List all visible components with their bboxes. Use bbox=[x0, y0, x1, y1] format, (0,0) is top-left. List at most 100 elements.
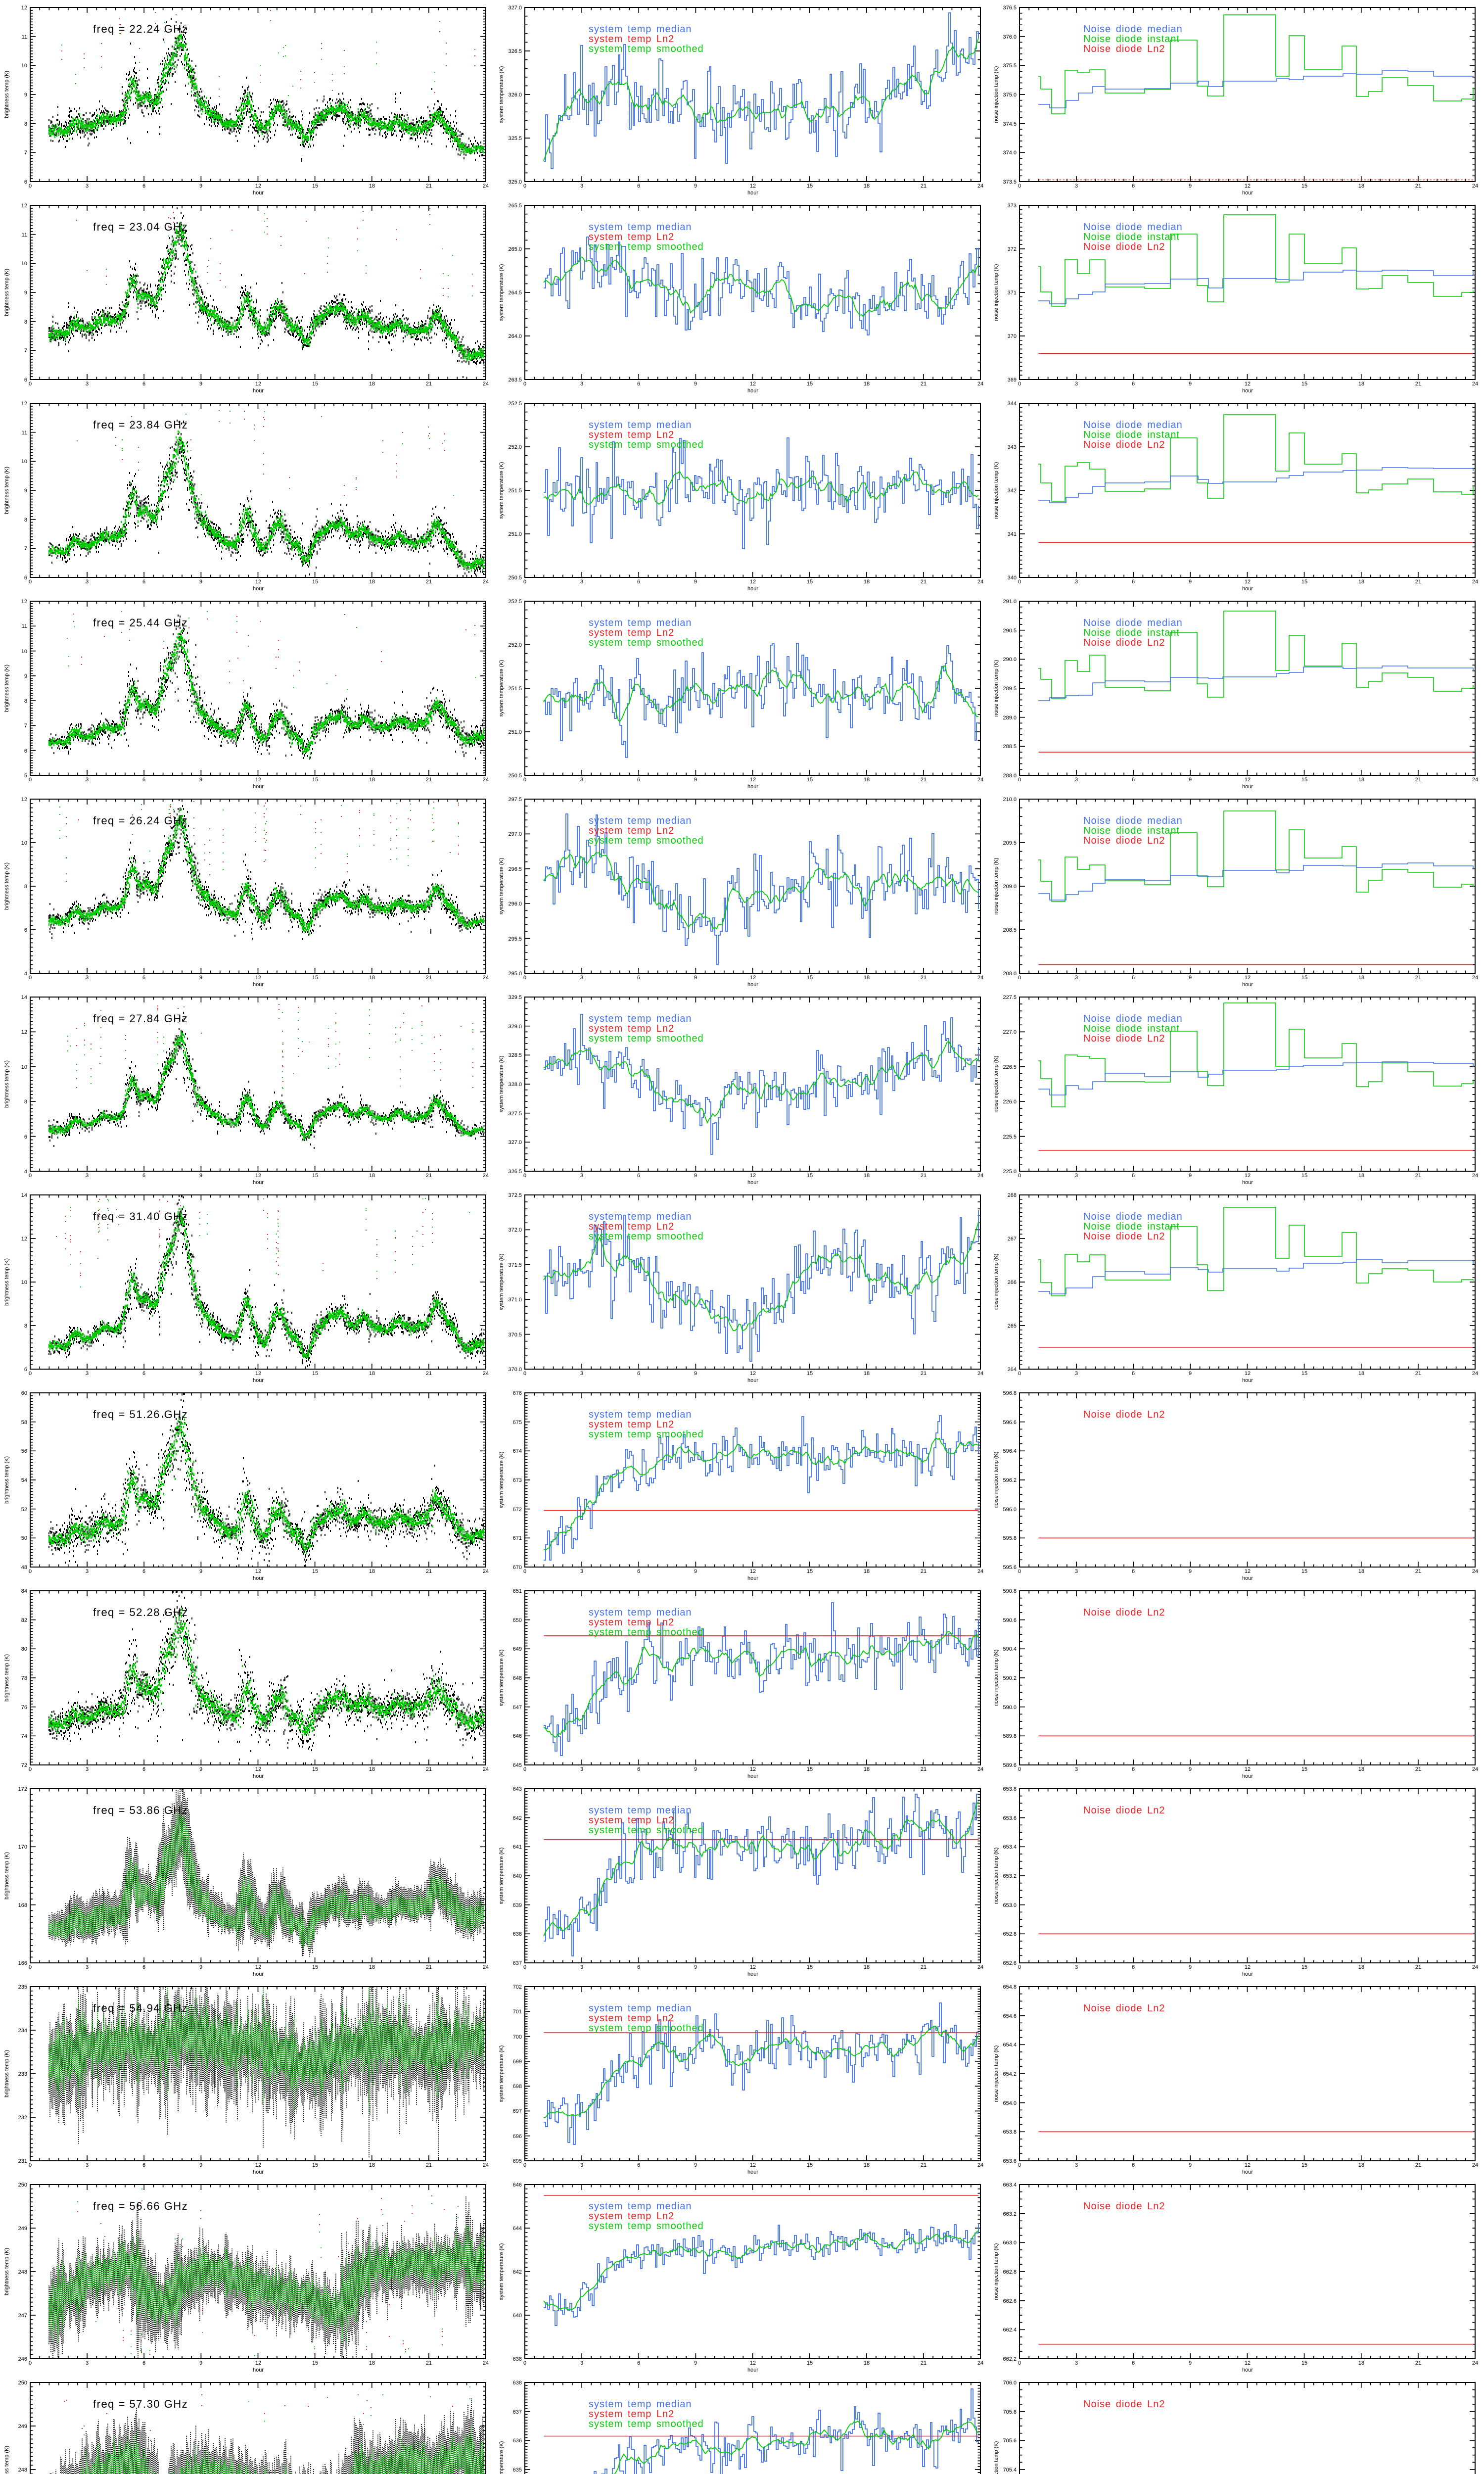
svg-text:24: 24 bbox=[483, 777, 489, 783]
svg-text:system temp median: system temp median bbox=[589, 2399, 692, 2410]
svg-text:18: 18 bbox=[1358, 777, 1364, 783]
svg-text:697: 697 bbox=[513, 2108, 522, 2114]
svg-text:system temp Ln2: system temp Ln2 bbox=[589, 2013, 674, 2024]
svg-text:76: 76 bbox=[21, 1705, 27, 1711]
svg-text:15: 15 bbox=[312, 1569, 318, 1574]
svg-text:252.0: 252.0 bbox=[508, 642, 522, 648]
svg-text:12: 12 bbox=[750, 975, 756, 981]
svg-text:hour: hour bbox=[747, 1378, 758, 1383]
svg-text:3: 3 bbox=[580, 1766, 583, 1772]
svg-text:15: 15 bbox=[1301, 381, 1307, 387]
svg-text:24: 24 bbox=[483, 1766, 489, 1772]
svg-text:21: 21 bbox=[1415, 1569, 1421, 1574]
svg-text:373: 373 bbox=[1008, 203, 1017, 209]
svg-text:9: 9 bbox=[199, 1371, 202, 1377]
svg-text:653.0: 653.0 bbox=[1003, 1903, 1017, 1908]
svg-text:system temperature (K): system temperature (K) bbox=[499, 1452, 505, 1509]
svg-text:0: 0 bbox=[1018, 2360, 1021, 2366]
svg-text:641: 641 bbox=[513, 1844, 522, 1850]
svg-text:265.5: 265.5 bbox=[508, 203, 522, 209]
svg-text:0: 0 bbox=[523, 2162, 526, 2168]
svg-text:3: 3 bbox=[86, 975, 89, 981]
svg-text:3: 3 bbox=[86, 1964, 89, 1970]
svg-text:9: 9 bbox=[1189, 1173, 1192, 1179]
svg-text:noise injection temp (K): noise injection temp (K) bbox=[993, 660, 999, 717]
svg-text:12: 12 bbox=[750, 1569, 756, 1574]
svg-text:7: 7 bbox=[24, 546, 27, 552]
svg-text:247: 247 bbox=[18, 2313, 27, 2319]
svg-text:9: 9 bbox=[694, 2360, 697, 2366]
svg-text:15: 15 bbox=[1301, 2162, 1307, 2168]
svg-text:208.5: 208.5 bbox=[1003, 927, 1017, 933]
svg-text:9: 9 bbox=[1189, 2360, 1192, 2366]
svg-text:7: 7 bbox=[24, 348, 27, 354]
svg-text:15: 15 bbox=[1301, 1173, 1307, 1179]
svg-text:hour: hour bbox=[747, 784, 758, 790]
svg-text:hour: hour bbox=[1242, 1180, 1253, 1186]
svg-text:Noise diode Ln2: Noise diode Ln2 bbox=[1083, 2201, 1165, 2212]
svg-text:system temp smoothed: system temp smoothed bbox=[589, 1231, 704, 1242]
svg-text:7: 7 bbox=[24, 723, 27, 729]
svg-text:12: 12 bbox=[750, 1766, 756, 1772]
svg-text:freq = 22.24 GHz: freq = 22.24 GHz bbox=[93, 23, 188, 35]
svg-text:264: 264 bbox=[1008, 1367, 1017, 1373]
svg-text:24: 24 bbox=[483, 975, 489, 981]
svg-text:24: 24 bbox=[483, 2360, 489, 2366]
svg-text:system temperature (K): system temperature (K) bbox=[499, 858, 505, 915]
svg-text:3: 3 bbox=[1075, 2162, 1078, 2168]
svg-text:290.0: 290.0 bbox=[1003, 657, 1017, 663]
svg-text:18: 18 bbox=[1358, 2360, 1364, 2366]
svg-text:15: 15 bbox=[312, 579, 318, 585]
svg-text:6: 6 bbox=[637, 2162, 640, 2168]
svg-text:9: 9 bbox=[694, 1371, 697, 1377]
svg-text:6: 6 bbox=[1132, 1569, 1135, 1574]
svg-text:15: 15 bbox=[1301, 183, 1307, 189]
svg-text:3: 3 bbox=[580, 2162, 583, 2168]
svg-text:21: 21 bbox=[1415, 183, 1421, 189]
svg-text:freq = 26.24 GHz: freq = 26.24 GHz bbox=[93, 814, 188, 827]
svg-text:249: 249 bbox=[18, 2226, 27, 2232]
svg-text:9: 9 bbox=[199, 1964, 202, 1970]
svg-text:0: 0 bbox=[523, 1173, 526, 1179]
svg-text:635: 635 bbox=[513, 2467, 522, 2473]
svg-text:9: 9 bbox=[1189, 2162, 1192, 2168]
svg-text:21: 21 bbox=[1415, 2162, 1421, 2168]
svg-text:252.5: 252.5 bbox=[508, 401, 522, 407]
svg-text:system temp median: system temp median bbox=[589, 420, 692, 430]
svg-text:6: 6 bbox=[637, 1173, 640, 1179]
svg-text:0: 0 bbox=[29, 777, 32, 783]
svg-text:705.4: 705.4 bbox=[1003, 2467, 1017, 2473]
svg-text:15: 15 bbox=[807, 1173, 813, 1179]
svg-text:652.6: 652.6 bbox=[1003, 1960, 1017, 1966]
svg-text:18: 18 bbox=[1358, 381, 1364, 387]
svg-text:hour: hour bbox=[253, 190, 264, 196]
svg-text:590.0: 590.0 bbox=[1003, 1705, 1017, 1711]
svg-text:hour: hour bbox=[1242, 2169, 1253, 2175]
svg-text:hour: hour bbox=[747, 586, 758, 592]
svg-text:370.5: 370.5 bbox=[508, 1332, 522, 1338]
svg-text:noise injection temp (K): noise injection temp (K) bbox=[993, 2243, 999, 2300]
svg-text:hour: hour bbox=[1242, 586, 1253, 592]
svg-text:21: 21 bbox=[426, 381, 432, 387]
svg-text:297.0: 297.0 bbox=[508, 831, 522, 837]
svg-text:15: 15 bbox=[1301, 2360, 1307, 2366]
svg-text:system temp median: system temp median bbox=[589, 222, 692, 233]
svg-text:296.0: 296.0 bbox=[508, 901, 522, 907]
svg-text:700: 700 bbox=[513, 2034, 522, 2040]
svg-text:18: 18 bbox=[369, 1766, 375, 1772]
svg-text:0: 0 bbox=[29, 1964, 32, 1970]
svg-text:650: 650 bbox=[513, 1618, 522, 1623]
svg-text:system temp Ln2: system temp Ln2 bbox=[589, 34, 674, 45]
svg-text:370.0: 370.0 bbox=[508, 1367, 522, 1373]
svg-text:0: 0 bbox=[29, 579, 32, 585]
svg-text:6: 6 bbox=[1132, 2360, 1135, 2366]
svg-text:344: 344 bbox=[1008, 401, 1017, 407]
svg-text:0: 0 bbox=[523, 2360, 526, 2366]
svg-text:48: 48 bbox=[21, 1565, 27, 1570]
svg-text:18: 18 bbox=[864, 1964, 870, 1970]
svg-text:373.5: 373.5 bbox=[1003, 179, 1017, 185]
svg-text:9: 9 bbox=[694, 1766, 697, 1772]
svg-text:18: 18 bbox=[369, 1964, 375, 1970]
svg-text:0: 0 bbox=[29, 1569, 32, 1574]
svg-text:636: 636 bbox=[513, 2438, 522, 2444]
